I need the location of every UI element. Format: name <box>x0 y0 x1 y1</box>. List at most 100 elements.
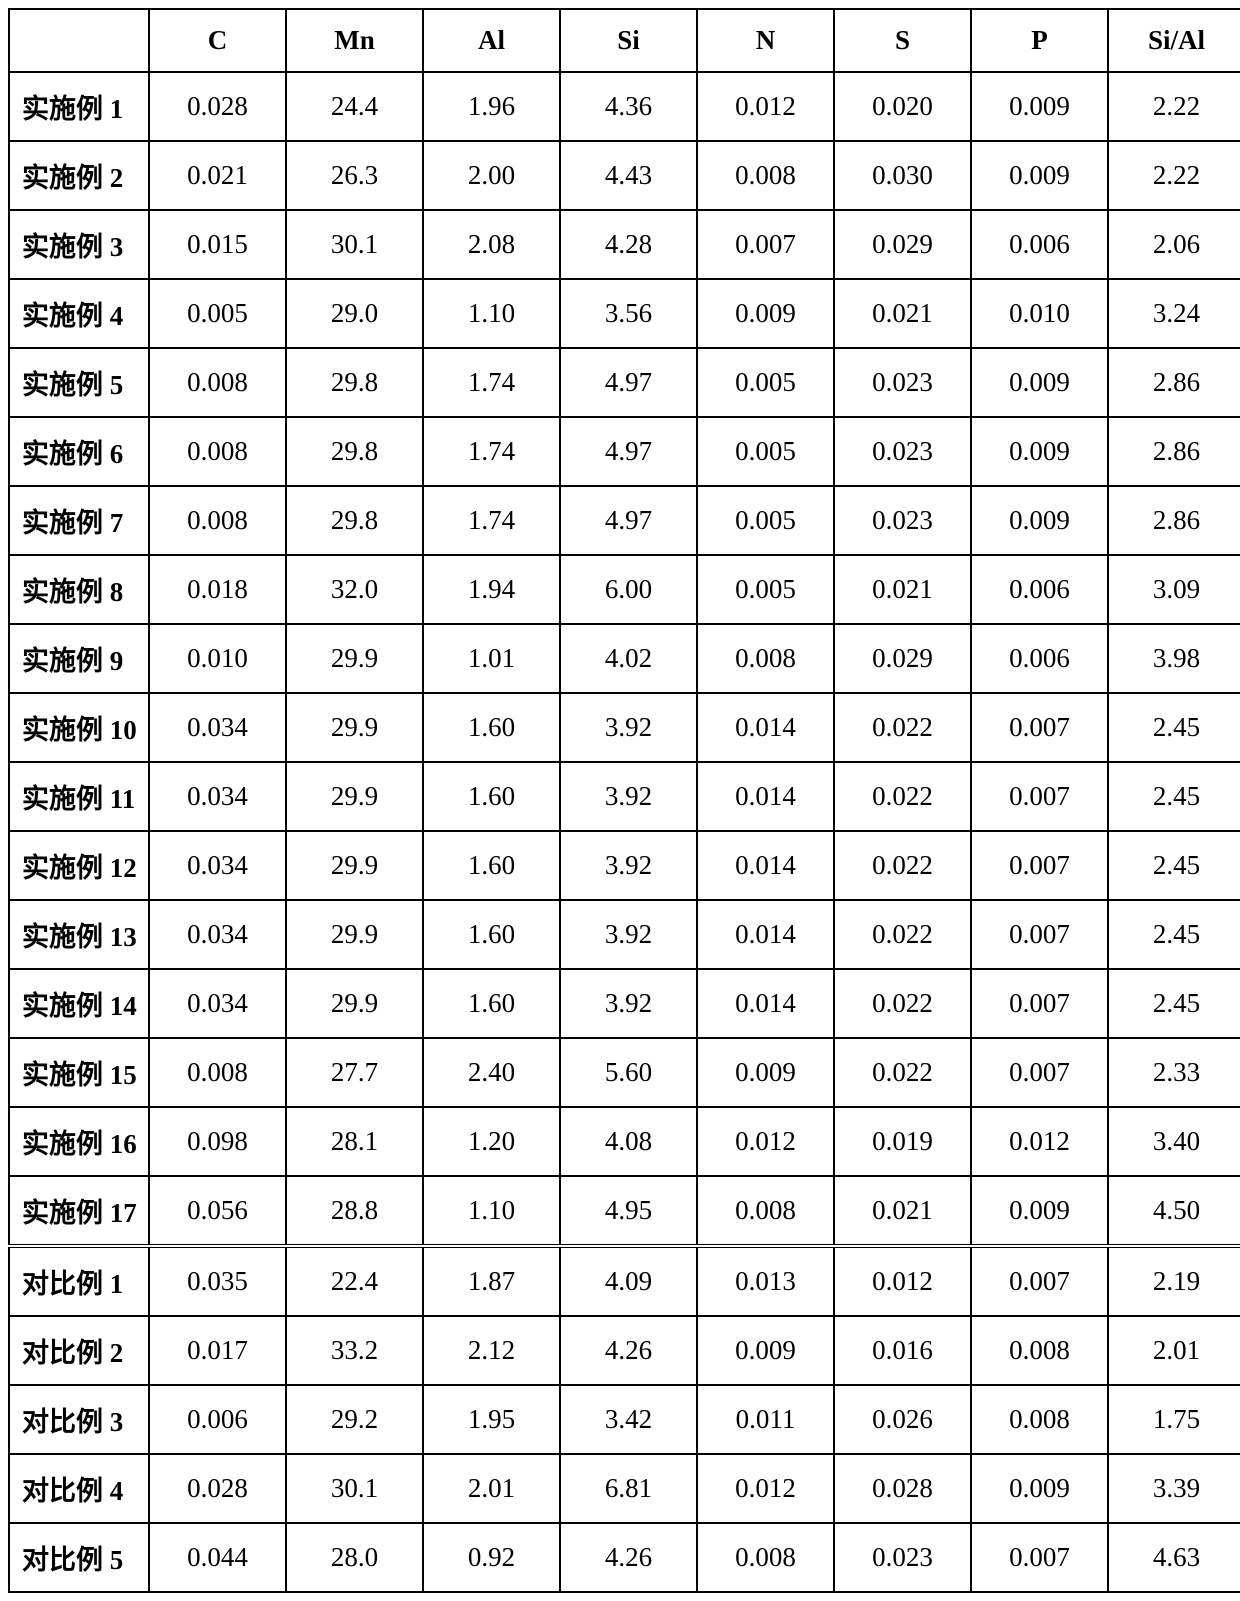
data-cell: 1.01 <box>423 624 560 693</box>
header-cell-p: P <box>971 9 1108 72</box>
table-row: 实施例 130.03429.91.603.920.0140.0220.0072.… <box>9 900 1240 969</box>
data-cell: 4.28 <box>560 210 697 279</box>
data-cell: 4.97 <box>560 486 697 555</box>
data-cell: 0.009 <box>697 1316 834 1385</box>
data-cell: 0.007 <box>971 1523 1108 1592</box>
header-cell-sial: Si/Al <box>1108 9 1240 72</box>
data-cell: 1.60 <box>423 762 560 831</box>
data-cell: 1.95 <box>423 1385 560 1454</box>
data-cell: 24.4 <box>286 72 423 141</box>
data-cell: 0.014 <box>697 831 834 900</box>
data-cell: 0.005 <box>149 279 286 348</box>
data-cell: 0.009 <box>971 486 1108 555</box>
data-cell: 0.005 <box>697 417 834 486</box>
data-cell: 0.029 <box>834 210 971 279</box>
data-cell: 3.56 <box>560 279 697 348</box>
data-cell: 29.9 <box>286 762 423 831</box>
row-label: 对比例 4 <box>9 1454 149 1523</box>
table-row: 实施例 50.00829.81.744.970.0050.0230.0092.8… <box>9 348 1240 417</box>
row-label: 对比例 5 <box>9 1523 149 1592</box>
data-cell: 0.009 <box>697 1038 834 1107</box>
data-cell: 0.098 <box>149 1107 286 1176</box>
data-cell: 0.007 <box>971 762 1108 831</box>
data-cell: 0.010 <box>971 279 1108 348</box>
data-cell: 0.023 <box>834 1523 971 1592</box>
data-cell: 0.006 <box>149 1385 286 1454</box>
data-cell: 1.20 <box>423 1107 560 1176</box>
data-cell: 0.035 <box>149 1246 286 1316</box>
data-cell: 29.0 <box>286 279 423 348</box>
data-cell: 2.00 <box>423 141 560 210</box>
data-cell: 2.45 <box>1108 831 1240 900</box>
row-label: 实施例 5 <box>9 348 149 417</box>
data-table: C Mn Al Si N S P Si/Al 实施例 10.02824.41.9… <box>8 8 1240 1593</box>
data-cell: 2.86 <box>1108 417 1240 486</box>
data-cell: 29.2 <box>286 1385 423 1454</box>
data-cell: 0.006 <box>971 210 1108 279</box>
data-cell: 0.021 <box>834 1176 971 1246</box>
data-cell: 3.92 <box>560 969 697 1038</box>
table-row: 实施例 170.05628.81.104.950.0080.0210.0094.… <box>9 1176 1240 1246</box>
data-cell: 0.011 <box>697 1385 834 1454</box>
data-cell: 1.96 <box>423 72 560 141</box>
data-cell: 0.005 <box>697 348 834 417</box>
header-row: C Mn Al Si N S P Si/Al <box>9 9 1240 72</box>
data-cell: 1.60 <box>423 969 560 1038</box>
data-cell: 0.014 <box>697 693 834 762</box>
data-cell: 30.1 <box>286 1454 423 1523</box>
data-cell: 0.007 <box>697 210 834 279</box>
data-cell: 29.9 <box>286 693 423 762</box>
data-cell: 0.044 <box>149 1523 286 1592</box>
data-cell: 0.009 <box>697 279 834 348</box>
data-cell: 0.92 <box>423 1523 560 1592</box>
header-cell-s: S <box>834 9 971 72</box>
table-row: 实施例 40.00529.01.103.560.0090.0210.0103.2… <box>9 279 1240 348</box>
data-cell: 0.005 <box>697 555 834 624</box>
row-label: 实施例 10 <box>9 693 149 762</box>
data-cell: 2.22 <box>1108 72 1240 141</box>
row-label: 实施例 15 <box>9 1038 149 1107</box>
table-row: 实施例 140.03429.91.603.920.0140.0220.0072.… <box>9 969 1240 1038</box>
data-cell: 3.39 <box>1108 1454 1240 1523</box>
data-cell: 3.42 <box>560 1385 697 1454</box>
data-cell: 0.028 <box>149 1454 286 1523</box>
data-cell: 0.008 <box>971 1316 1108 1385</box>
data-cell: 0.030 <box>834 141 971 210</box>
table-row: 实施例 110.03429.91.603.920.0140.0220.0072.… <box>9 762 1240 831</box>
table-row: 对比例 10.03522.41.874.090.0130.0120.0072.1… <box>9 1246 1240 1316</box>
table-row: 实施例 100.03429.91.603.920.0140.0220.0072.… <box>9 693 1240 762</box>
data-cell: 0.009 <box>971 348 1108 417</box>
data-cell: 28.0 <box>286 1523 423 1592</box>
data-cell: 4.95 <box>560 1176 697 1246</box>
data-cell: 3.40 <box>1108 1107 1240 1176</box>
data-cell: 0.012 <box>697 72 834 141</box>
header-cell-n: N <box>697 9 834 72</box>
data-cell: 0.017 <box>149 1316 286 1385</box>
data-cell: 0.028 <box>834 1454 971 1523</box>
row-label: 实施例 9 <box>9 624 149 693</box>
row-label: 对比例 2 <box>9 1316 149 1385</box>
data-cell: 0.008 <box>697 1176 834 1246</box>
data-cell: 1.74 <box>423 417 560 486</box>
data-cell: 2.86 <box>1108 486 1240 555</box>
data-cell: 27.7 <box>286 1038 423 1107</box>
data-cell: 0.022 <box>834 969 971 1038</box>
data-cell: 0.006 <box>971 624 1108 693</box>
data-cell: 0.007 <box>971 969 1108 1038</box>
data-cell: 0.023 <box>834 417 971 486</box>
data-cell: 0.008 <box>149 417 286 486</box>
data-cell: 0.014 <box>697 762 834 831</box>
table-row: 对比例 50.04428.00.924.260.0080.0230.0074.6… <box>9 1523 1240 1592</box>
data-cell: 3.24 <box>1108 279 1240 348</box>
header-cell-c: C <box>149 9 286 72</box>
data-cell: 0.023 <box>834 348 971 417</box>
data-cell: 3.09 <box>1108 555 1240 624</box>
data-cell: 0.012 <box>834 1246 971 1316</box>
data-cell: 3.92 <box>560 762 697 831</box>
data-cell: 0.022 <box>834 762 971 831</box>
data-cell: 32.0 <box>286 555 423 624</box>
data-cell: 4.97 <box>560 348 697 417</box>
row-label: 实施例 14 <box>9 969 149 1038</box>
header-cell-label <box>9 9 149 72</box>
data-cell: 0.014 <box>697 969 834 1038</box>
